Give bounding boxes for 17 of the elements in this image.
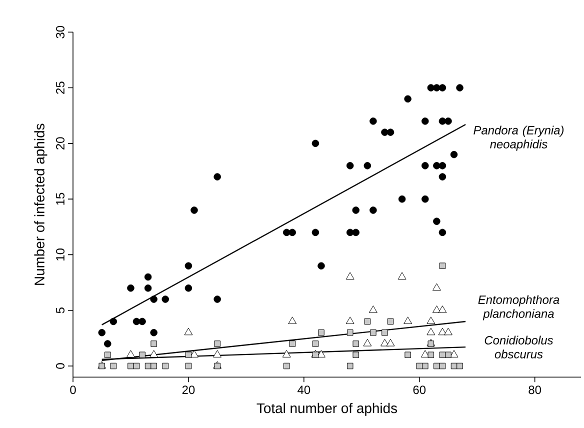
x-tick-label: 40 [298, 386, 310, 394]
x-axis-title: Total number of aphids [256, 402, 398, 416]
y-tick-label: 5 [56, 308, 64, 314]
y-tick-label: 0 [56, 363, 64, 369]
series-label: Entomophthora planchoniana [478, 295, 560, 320]
y-tick-label: 15 [56, 192, 64, 205]
x-tick-label: 80 [528, 386, 542, 394]
y-axis-title: Number of infected aphids [34, 124, 48, 285]
y-tick-label: 10 [56, 248, 64, 260]
series-label: Conidiobolus obscurus [484, 336, 554, 358]
x-tick-label: 60 [413, 386, 426, 394]
y-tick-label: 30 [56, 26, 64, 38]
y-tick-label: 20 [56, 137, 64, 150]
x-tick-label: 20 [182, 386, 195, 394]
x-tick-label: 0 [70, 386, 76, 394]
series-label: Pandora (Erynia) neoaphidis [474, 126, 564, 151]
y-tick-label: 25 [56, 82, 64, 94]
